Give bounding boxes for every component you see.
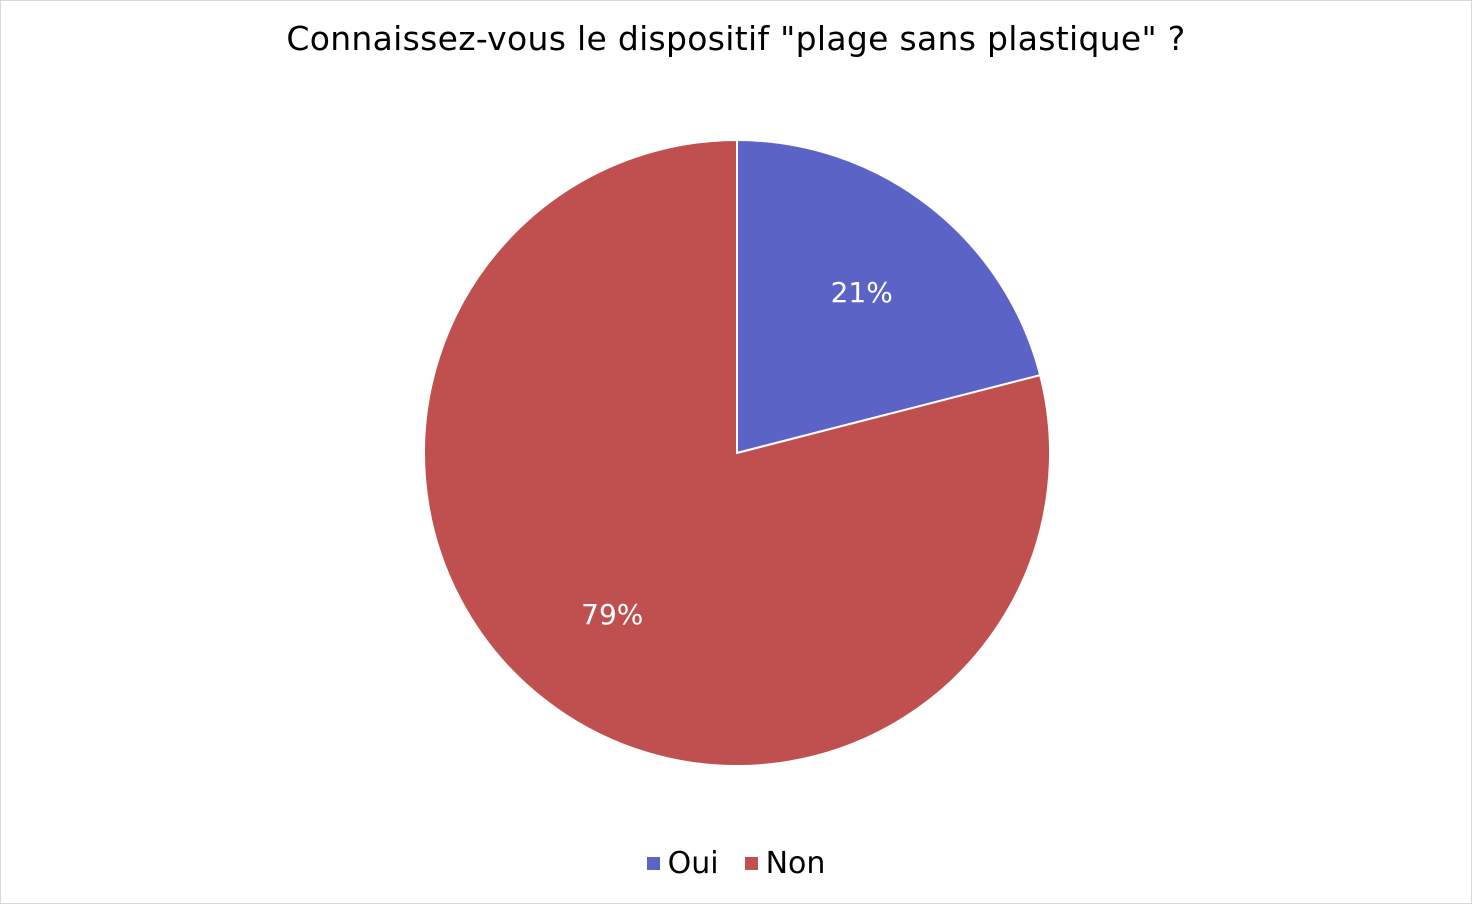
legend-item-oui: Oui: [646, 846, 719, 881]
legend: Oui Non: [1, 846, 1471, 881]
legend-swatch-non: [744, 857, 758, 870]
pie-slice-non: [423, 138, 1051, 767]
data-label-non: 79%: [581, 598, 643, 631]
legend-label-non: Non: [765, 846, 826, 881]
data-label-oui: 21%: [831, 276, 893, 309]
legend-label-oui: Oui: [667, 846, 719, 881]
legend-swatch-oui: [646, 857, 660, 870]
legend-item-non: Non: [744, 846, 826, 881]
chart-title: Connaissez-vous le dispositif "plage san…: [286, 19, 1186, 58]
pie-slice-oui: [736, 138, 1042, 455]
